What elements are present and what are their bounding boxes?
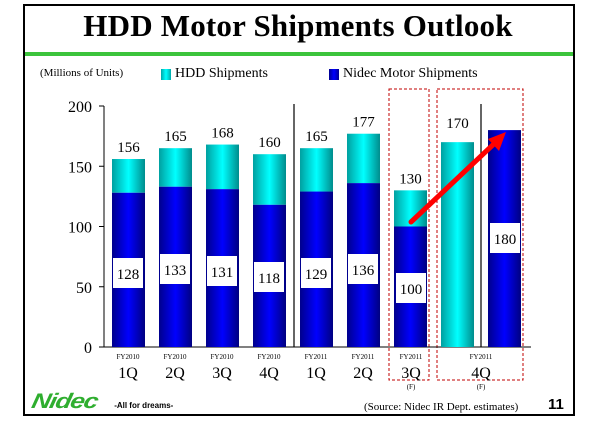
data-label-nidec: 133	[164, 263, 187, 279]
trend-arrow-head	[488, 132, 506, 151]
data-label-nidec: 131	[211, 265, 234, 281]
bar-hdd-segment	[253, 154, 286, 205]
x-tick-forecast-mark: (F)	[407, 383, 416, 391]
x-tick-quarter: 4Q	[259, 365, 279, 382]
legend-item-hdd: HDD Shipments	[161, 66, 268, 82]
x-tick-quarter: 1Q	[306, 365, 326, 382]
bar-hdd-segment	[112, 159, 145, 193]
forecast-box-4q	[436, 88, 524, 381]
y-tick-label: 150	[68, 159, 92, 176]
x-tick-quarter: 3Q	[212, 365, 232, 382]
data-label-hdd: 177	[352, 115, 375, 131]
data-label-box-nidec	[207, 256, 237, 286]
trend-arrow-shaft	[408, 138, 500, 225]
forecast-box-3q	[388, 88, 430, 381]
x-tick-quarter: 2Q	[353, 365, 373, 382]
y-tick-label: 100	[68, 220, 92, 237]
page-number: 11	[548, 396, 564, 413]
y-tick-label: 0	[84, 340, 92, 357]
data-label-hdd: 160	[258, 135, 281, 151]
legend-label-hdd: HDD Shipments	[175, 66, 268, 81]
bar-hdd-4q	[441, 142, 474, 347]
legend-swatch-nidec	[329, 68, 339, 80]
data-label-hdd: 170	[446, 116, 469, 132]
data-label-hdd: 130	[399, 171, 422, 187]
x-tick-quarter: 4Q	[471, 365, 491, 382]
logo-tagline: -All for dreams-	[114, 401, 174, 410]
bar-hdd-segment	[300, 148, 333, 192]
legend-item-nidec: Nidec Motor Shipments	[329, 66, 478, 82]
y-tick-label: 50	[76, 280, 92, 297]
data-label-hdd: 165	[164, 129, 187, 145]
data-label-nidec: 128	[117, 267, 140, 283]
x-tick-fiscal-year: FY2010	[258, 353, 281, 361]
data-label-nidec: 100	[400, 282, 423, 298]
data-label-nidec: 129	[305, 267, 328, 283]
slide-frame	[23, 4, 575, 416]
bar-hdd-segment	[206, 144, 239, 190]
x-tick-fiscal-year: FY2010	[117, 353, 140, 361]
x-tick-fiscal-year: FY2011	[352, 353, 375, 361]
data-label-box-nidec	[113, 258, 143, 288]
y-axis-unit-label: (Millions of Units)	[40, 67, 124, 79]
x-tick-quarter: 1Q	[118, 365, 138, 382]
x-tick-quarter: 3Q	[401, 365, 421, 382]
data-label-box-nidec	[160, 254, 190, 284]
data-label-nidec: 180	[494, 232, 517, 248]
data-label-nidec: 136	[352, 263, 375, 279]
data-label-box-nidec	[254, 262, 284, 292]
data-label-box-nidec	[348, 254, 378, 284]
nidec-logo: Nidec -All for dreams-	[29, 390, 174, 413]
legend-label-nidec: Nidec Motor Shipments	[343, 66, 478, 81]
x-tick-fiscal-year: FY2010	[211, 353, 234, 361]
data-label-hdd: 156	[117, 140, 140, 156]
page-title: HDD Motor Shipments Outlook	[83, 8, 513, 43]
x-tick-fiscal-year: FY2011	[400, 353, 423, 361]
legend-swatch-hdd	[161, 68, 171, 80]
data-label-box-nidec	[396, 273, 426, 303]
x-tick-forecast-mark: (F)	[477, 383, 486, 391]
x-tick-fiscal-year: FY2011	[470, 353, 493, 361]
title-underline	[25, 52, 573, 56]
bar-hdd-segment	[347, 133, 380, 184]
x-tick-quarter: 2Q	[165, 365, 185, 382]
data-label-nidec: 118	[258, 271, 280, 287]
source-note: (Source: Nidec IR Dept. estimates)	[364, 401, 519, 413]
bar-hdd-segment	[159, 148, 192, 187]
logo-wordmark: Nidec	[29, 390, 100, 413]
x-tick-fiscal-year: FY2011	[305, 353, 328, 361]
data-label-box-nidec	[301, 258, 331, 288]
x-tick-fiscal-year: FY2010	[164, 353, 187, 361]
data-label-hdd: 168	[211, 126, 234, 142]
data-label-box-nidec	[490, 223, 520, 253]
data-label-hdd: 165	[305, 129, 328, 145]
y-tick-label: 200	[68, 99, 92, 116]
